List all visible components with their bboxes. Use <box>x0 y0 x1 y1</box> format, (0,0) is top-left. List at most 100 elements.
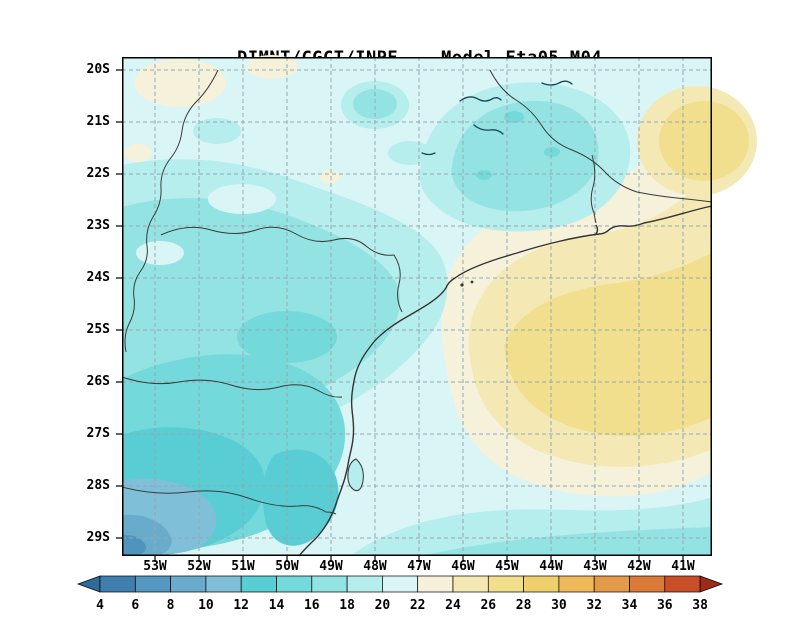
colorbar-segment <box>523 575 560 593</box>
border-sc-rs <box>121 486 337 515</box>
colorbar-tick-label: 30 <box>551 598 567 613</box>
lat-label: 21S <box>86 114 110 129</box>
colorbar-segment <box>346 575 383 593</box>
colorbar-segment <box>99 575 136 593</box>
region-pale-patch-a <box>208 184 276 214</box>
latitude-axis: 20S 21S 22S 23S 24S 25S 26S 27S 28S 29S <box>0 57 116 556</box>
lon-label: 47W <box>407 559 431 574</box>
border-sp-rj <box>590 154 597 224</box>
border-pr-sc <box>121 376 343 398</box>
grid-lines <box>122 57 712 556</box>
region-pale-patch-b <box>136 241 184 265</box>
region-teal-spot-a <box>504 111 524 123</box>
river-squiggle <box>459 96 502 102</box>
colorbar-segment <box>382 575 419 593</box>
region-cyan-16-18-northeast <box>451 100 599 212</box>
lat-label: 23S <box>86 218 110 233</box>
region-blue-dark-corner <box>122 534 147 556</box>
region-cyan-16-18-patch <box>353 89 397 119</box>
colorbar-tick-label: 10 <box>198 598 214 613</box>
colorbar-tick-label: 20 <box>375 598 391 613</box>
border-mg-rj <box>489 69 713 203</box>
colorbar-tick-label: 36 <box>657 598 673 613</box>
colorbar-segment <box>558 575 595 593</box>
colorbar-tick-label: 28 <box>516 598 532 613</box>
colorbar-segment <box>664 575 701 593</box>
temperature-fill-regions <box>122 55 757 556</box>
lon-label: 49W <box>319 559 343 574</box>
lat-label: 24S <box>86 270 110 285</box>
region-teal-spot-b <box>544 147 560 157</box>
river-squiggle <box>473 124 504 135</box>
region-cyan-patch-b <box>193 118 241 144</box>
colorbar-tick-label: 12 <box>233 598 249 613</box>
lat-label: 22S <box>86 166 110 181</box>
colorbar-segment <box>311 575 348 593</box>
border-sp-pr <box>160 226 403 313</box>
lon-label: 41W <box>671 559 695 574</box>
colorbar-tick-label: 38 <box>692 598 708 613</box>
tick-marks <box>116 69 684 562</box>
lon-label: 43W <box>583 559 607 574</box>
colorbar-segment <box>593 575 630 593</box>
temperature-map <box>116 55 757 562</box>
state-borders <box>121 69 713 515</box>
lat-label: 20S <box>86 62 110 77</box>
colorbar-tick-label: 4 <box>96 598 104 613</box>
longitude-axis: 53W 52W 51W 50W 49W 48W 47W 46W 45W 44W 43W 42W 41W <box>122 559 712 575</box>
map-area <box>116 55 757 562</box>
colorbar-tick-label: 6 <box>131 598 139 613</box>
colorbar-tick-label: 16 <box>304 598 320 613</box>
colorbar-left-arrow <box>76 575 101 593</box>
colorbar-tick-label: 34 <box>622 598 638 613</box>
colorbar-segment <box>452 575 489 593</box>
colorbar-tick-label: 32 <box>586 598 602 613</box>
lon-label: 45W <box>495 559 519 574</box>
region-teal-12-14-finger <box>262 449 339 546</box>
island-dot <box>460 283 464 287</box>
lat-label: 25S <box>86 322 110 337</box>
colorbar-tick-label: 18 <box>339 598 355 613</box>
region-cream-patch-b <box>246 55 298 79</box>
lon-label: 52W <box>187 559 211 574</box>
lat-label: 28S <box>86 478 110 493</box>
colorbar: 4 6 8 10 12 14 16 18 20 22 24 26 28 30 32 34 36 38 <box>76 575 724 613</box>
coastline-group <box>298 205 713 557</box>
colorbar-tick-label: 8 <box>167 598 175 613</box>
colorbar-right-arrow <box>699 575 724 593</box>
colorbar-segment <box>240 575 277 593</box>
colorbar-segment <box>629 575 666 593</box>
region-cream-patch-c <box>124 144 152 162</box>
lat-label: 27S <box>86 426 110 441</box>
lon-label: 48W <box>363 559 387 574</box>
region-teal-spot-c <box>476 170 492 180</box>
lat-label: 29S <box>86 530 110 545</box>
lon-label: 53W <box>143 559 167 574</box>
colorbar-segment <box>276 575 313 593</box>
lat-label: 26S <box>86 374 110 389</box>
map-frame <box>122 57 712 556</box>
island-florianopolis <box>347 458 364 492</box>
colorbar-segment <box>487 575 524 593</box>
border-parana-river <box>124 69 219 353</box>
colorbar-segment <box>134 575 171 593</box>
region-cream-patch-a <box>134 59 226 107</box>
lon-label: 50W <box>275 559 299 574</box>
region-yellow-26-28-core <box>504 253 712 436</box>
lon-label: 42W <box>627 559 651 574</box>
river-marks <box>421 80 573 156</box>
region-cyan-patch-c <box>388 141 432 165</box>
colorbar-segment <box>417 575 454 593</box>
colorbar-tick-label: 22 <box>410 598 426 613</box>
colorbar-segment <box>205 575 242 593</box>
lon-label: 44W <box>539 559 563 574</box>
colorbar-tick-label: 26 <box>480 598 496 613</box>
coastline <box>298 205 713 557</box>
river-squiggle <box>541 80 573 86</box>
island-dot <box>470 280 474 284</box>
region-corner-yellow <box>659 101 749 181</box>
region-cream-patch-d <box>320 170 340 184</box>
river-squiggle <box>421 152 436 156</box>
colorbar-tick-label: 24 <box>445 598 461 613</box>
colorbar-segment <box>170 575 207 593</box>
